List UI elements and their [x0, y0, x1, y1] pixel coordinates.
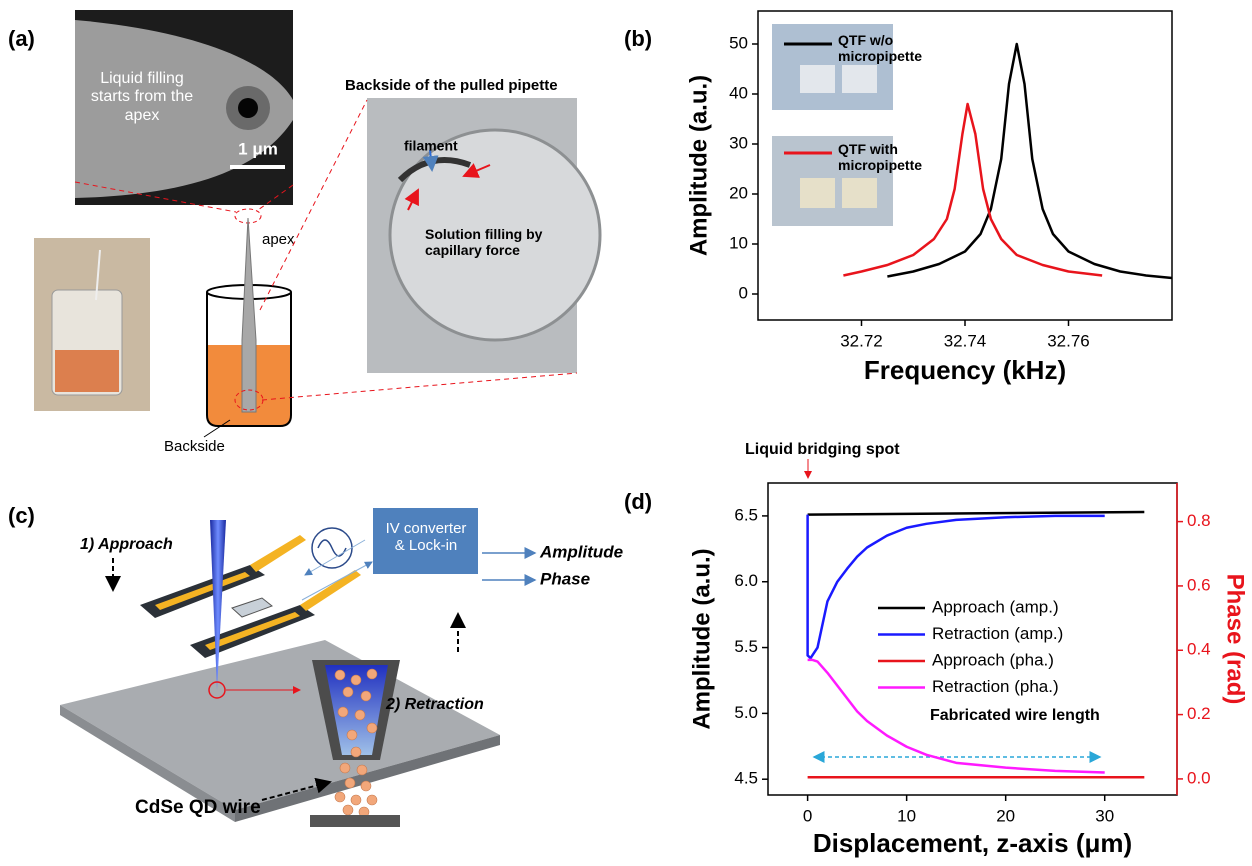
y-tick-label: 4.5 [734, 769, 758, 788]
annotation: Liquid bridging spot [745, 441, 900, 458]
qtf-photo-detail [842, 178, 877, 208]
x-tick-label: 20 [996, 806, 1015, 825]
backside-label: Backside [164, 438, 225, 455]
y2-tick-label: 0.4 [1187, 640, 1211, 659]
x-tick-label: 32.76 [1047, 331, 1090, 350]
panel-a: 1 μm apex Backside Backside of the pulle… [34, 10, 602, 455]
lockin-box [373, 508, 478, 574]
bottle-pipette [95, 249, 101, 301]
series-line [807, 510, 1145, 516]
y-tick-label: 40 [729, 83, 748, 102]
qtf-photo-detail [800, 178, 835, 208]
legend-label: QTF with micropipette [838, 141, 923, 174]
tip-circle [208, 681, 226, 699]
y2-tick-label: 0.8 [1187, 511, 1211, 530]
series-line [843, 102, 1103, 277]
y-tick-label: 50 [729, 33, 748, 52]
filament-label: filament [404, 138, 458, 154]
sem-pipette [75, 20, 293, 198]
qtf-photo-detail [800, 65, 835, 93]
flow-arrow [404, 188, 419, 211]
panel-label: (c) [8, 503, 35, 528]
qd-particles [334, 668, 378, 818]
bottle-liquid [55, 350, 119, 392]
signal-arrow [301, 561, 373, 601]
wire-base [310, 815, 400, 827]
legend-label: Retraction (pha.) [932, 677, 1059, 696]
y-tick-label: 6.0 [734, 571, 758, 590]
pipette-bore [388, 128, 602, 342]
x-tick-label: 10 [897, 806, 916, 825]
y-tick-label: 6.5 [734, 505, 758, 524]
apex-label: apex [262, 231, 295, 248]
legend-label: Approach (amp.) [932, 597, 1059, 616]
y2-tick-label: 0.2 [1187, 704, 1211, 723]
x-tick-label: 32.74 [944, 331, 987, 350]
sem-caption: Liquid filling starts from the apex [90, 70, 194, 124]
beaker [206, 292, 292, 427]
y-tick-label: 0 [739, 283, 748, 302]
annotation: Fabricated wire length [930, 707, 1100, 724]
flow-arrow [462, 163, 491, 178]
zoom-line [259, 99, 368, 311]
wire-arrow [261, 777, 332, 801]
x-axis-title: Frequency (kHz) [864, 355, 1066, 385]
substrate [60, 640, 500, 810]
filament-arrow [422, 149, 439, 172]
series-line [806, 514, 1105, 660]
panel-label: (d) [624, 489, 652, 514]
substrate-edge [235, 735, 500, 822]
zoom-line [257, 184, 294, 211]
panel-c: 1) Approach Amplitude Phase QTF 2) Retra… [60, 508, 623, 827]
zoom-line [261, 372, 578, 401]
y-tick-label: 5.5 [734, 637, 758, 656]
scale-bar-label: 1 μm [238, 139, 278, 158]
qtf-lead [300, 570, 361, 611]
pipette [241, 217, 257, 413]
approach-label: 1) Approach [80, 536, 173, 553]
qtf-lead [250, 535, 306, 572]
legend-label: QTF w/o micropipette [838, 32, 923, 65]
sine-wave [317, 539, 347, 557]
signal-arrow [304, 539, 366, 576]
photo-title: Backside of the pulled pipette [345, 77, 558, 94]
phase-label: Phase [540, 569, 590, 588]
qtf-electrode [205, 612, 300, 650]
qtf-photo-detail [842, 65, 877, 93]
series-line [887, 42, 1173, 280]
zoom-line [74, 181, 237, 213]
solution-label: Solution filling by capillary force [425, 226, 543, 259]
retraction-label: 2) Retraction [385, 696, 484, 713]
legend-label: Approach (pha.) [932, 650, 1054, 669]
y2-axis-title: Phase (rad) [1222, 574, 1249, 705]
x-tick-label: 32.72 [840, 331, 883, 350]
y-tick-label: 30 [729, 133, 748, 152]
probe-tip [210, 520, 226, 690]
x-axis-title: Displacement, z-axis (μm) [813, 828, 1132, 858]
y2-tick-label: 0.6 [1187, 575, 1211, 594]
x-tick-label: 0 [803, 806, 812, 825]
x-tick-label: 30 [1095, 806, 1114, 825]
y-axis-title: Amplitude (a.u.) [688, 548, 715, 729]
sem-hole [238, 98, 258, 118]
panel-label: (b) [624, 26, 652, 51]
qtf-label: QTF [232, 587, 260, 603]
panel-label: (a) [8, 26, 35, 51]
legend-label: Retraction (amp.) [932, 624, 1063, 643]
y-tick-label: 20 [729, 183, 748, 202]
y-axis-title: Amplitude (a.u.) [685, 75, 712, 256]
series-line [807, 658, 1105, 774]
wire-label: CdSe QD wire [135, 797, 261, 818]
qtf-electrode [155, 572, 250, 610]
qtf-body [231, 597, 274, 618]
y-tick-label: 5.0 [734, 703, 758, 722]
amplitude-label: Amplitude [539, 542, 623, 561]
substrate-edge [60, 705, 235, 822]
lockin-label: IV converter & Lock-in [385, 520, 467, 555]
y2-tick-label: 0.0 [1187, 768, 1211, 787]
y-tick-label: 10 [729, 233, 748, 252]
leader-line [203, 419, 231, 438]
